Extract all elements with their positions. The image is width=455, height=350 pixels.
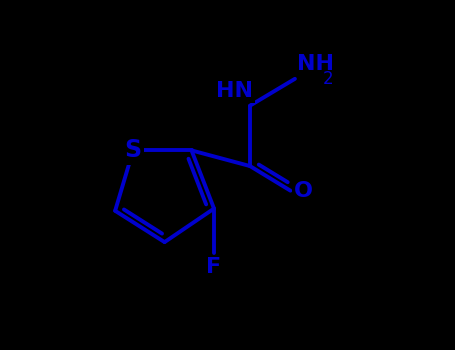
Text: O: O xyxy=(293,181,313,201)
Text: F: F xyxy=(207,257,222,277)
Text: 2: 2 xyxy=(323,70,334,88)
Text: NH: NH xyxy=(297,54,334,74)
Text: HN: HN xyxy=(216,81,253,101)
Text: S: S xyxy=(125,138,142,162)
